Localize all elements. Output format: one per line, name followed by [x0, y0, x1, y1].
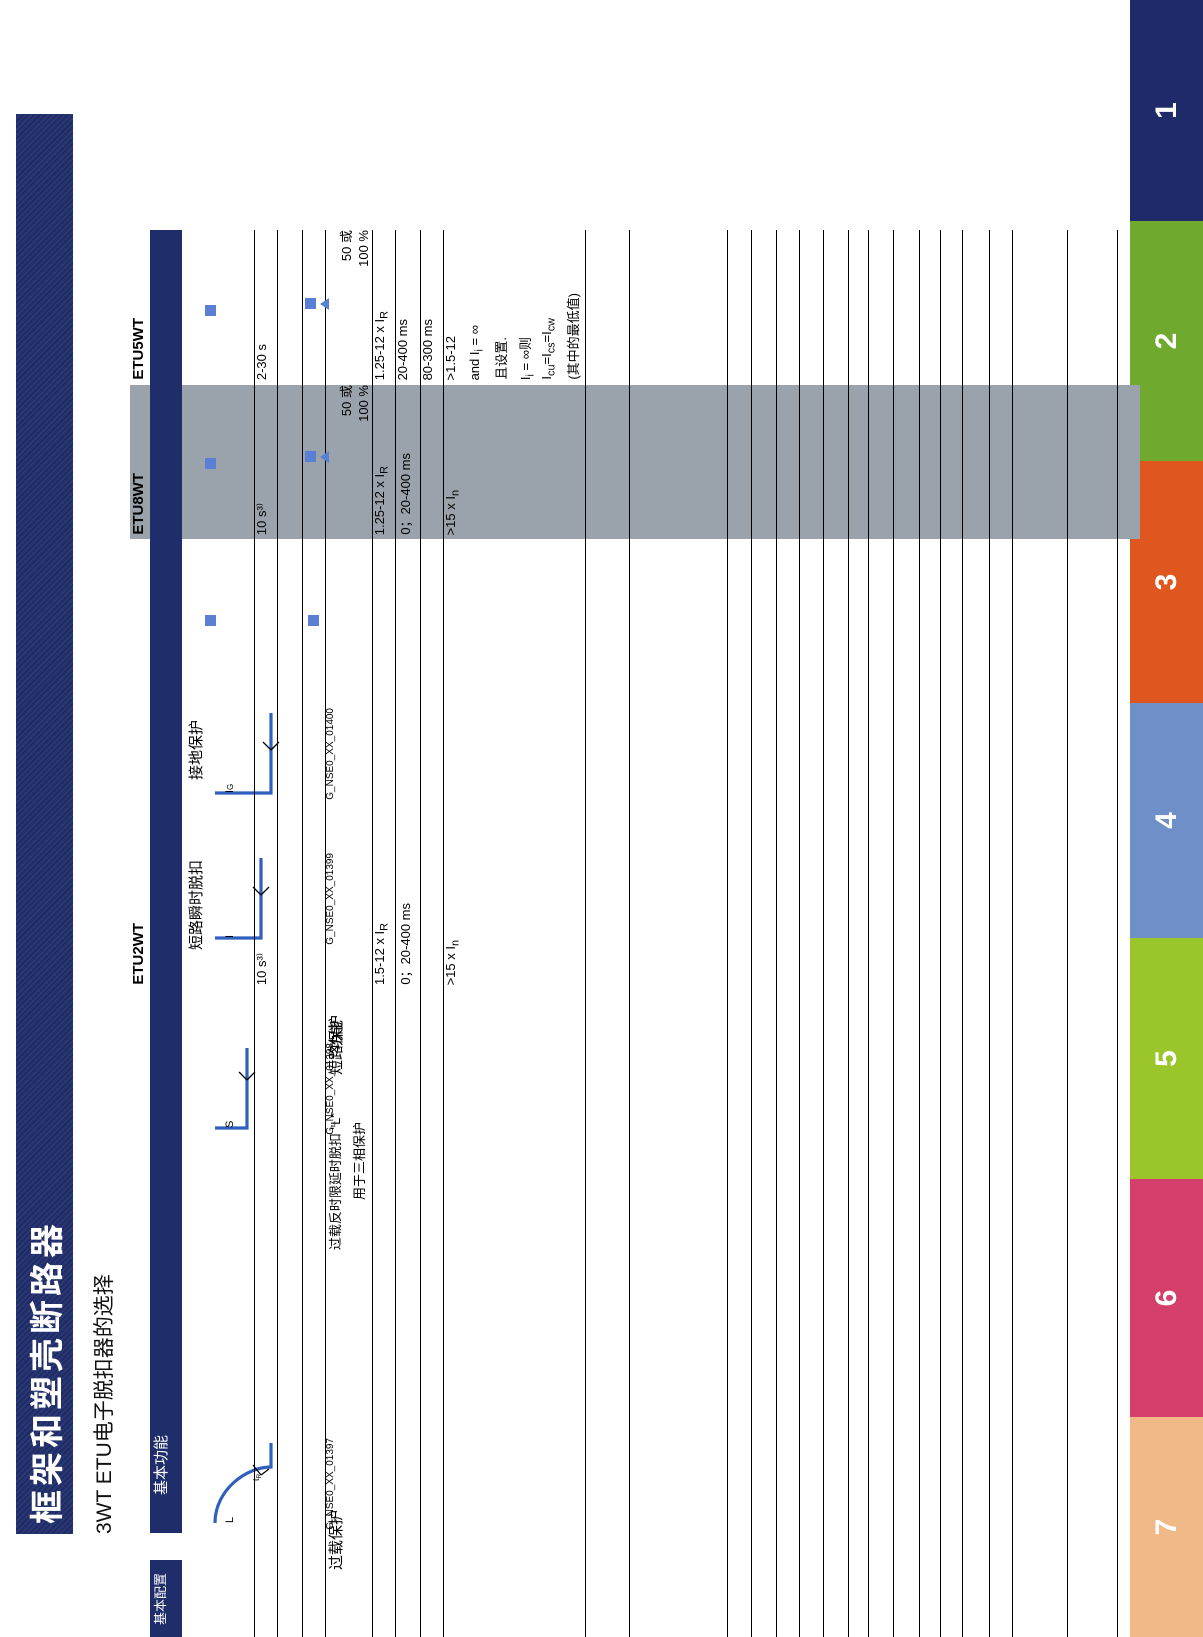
svg-text:S: S	[224, 1121, 236, 1128]
svg-text:L: L	[224, 1517, 236, 1523]
svg-text:IG: IG	[224, 784, 236, 793]
svg-text:I: I	[224, 935, 236, 938]
svg-text:tR: tR	[251, 1473, 263, 1481]
